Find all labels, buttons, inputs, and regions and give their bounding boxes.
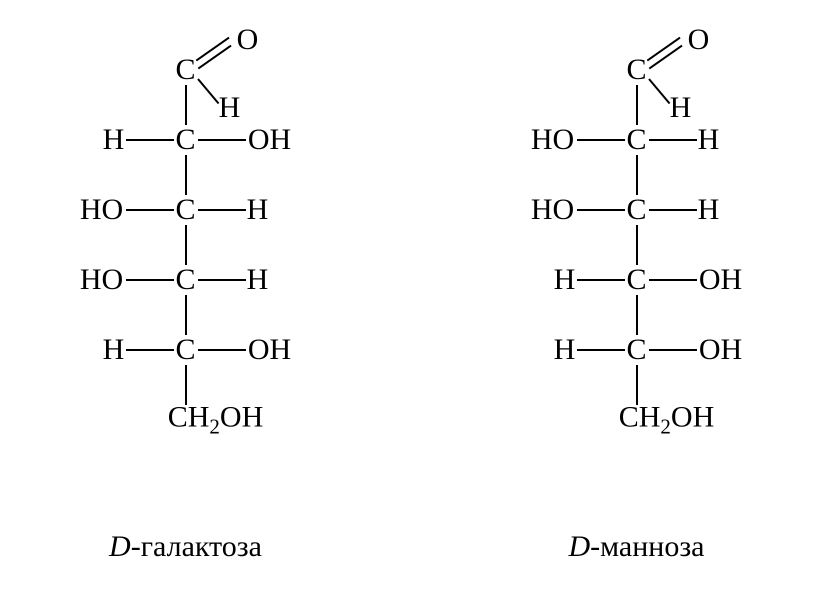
c5-left-bond — [577, 349, 625, 351]
c2-left: HO — [531, 123, 574, 157]
c2-left-bond — [126, 139, 174, 141]
molecule-mannose: C O H HO C H HO C H H C OH — [477, 20, 797, 564]
c2-atom: C — [626, 123, 646, 157]
c6-atom: CH2OH — [168, 401, 264, 440]
c3-left-bond — [126, 209, 174, 211]
molecule-container: C O H H C OH HO C H HO C H — [0, 0, 822, 564]
c4-left-bond — [577, 279, 625, 281]
c3-left: HO — [80, 193, 123, 227]
o-atom: O — [688, 23, 710, 57]
c1-atom: C — [175, 53, 195, 87]
c3-right: H — [247, 193, 269, 227]
caption-mannose: D-манноза — [568, 530, 704, 564]
c4-atom: C — [175, 263, 195, 297]
c5-left: H — [103, 333, 125, 367]
c2-c3-bond — [185, 155, 187, 195]
structure-mannose: C O H HO C H HO C H H C OH — [477, 20, 797, 520]
c4-left: H — [554, 263, 576, 297]
c3-right-bond — [649, 209, 697, 211]
c3-atom: C — [175, 193, 195, 227]
c3-left-bond — [577, 209, 625, 211]
c4-right: H — [247, 263, 269, 297]
molecule-galactose: C O H H C OH HO C H HO C H — [26, 20, 346, 564]
c5-atom: C — [626, 333, 646, 367]
c2-right: H — [698, 123, 720, 157]
c4-right-bond — [649, 279, 697, 281]
c5-atom: C — [175, 333, 195, 367]
c4-c5-bond — [185, 295, 187, 335]
c5-c6-bond — [185, 365, 187, 405]
c4-c5-bond — [636, 295, 638, 335]
c4-right-bond — [198, 279, 246, 281]
c5-left-bond — [126, 349, 174, 351]
c1-c2-bond — [636, 85, 638, 125]
h1-atom: H — [670, 91, 692, 125]
c3-right-bond — [198, 209, 246, 211]
structure-galactose: C O H H C OH HO C H HO C H — [26, 20, 346, 520]
c2-left-bond — [577, 139, 625, 141]
c2-left: H — [103, 123, 125, 157]
h1-atom: H — [219, 91, 241, 125]
c2-atom: C — [175, 123, 195, 157]
c5-right: OH — [699, 333, 742, 367]
c3-atom: C — [626, 193, 646, 227]
c4-right: OH — [699, 263, 742, 297]
c5-right: OH — [248, 333, 291, 367]
c6-atom: CH2OH — [619, 401, 715, 440]
c2-right: OH — [248, 123, 291, 157]
o-atom: O — [237, 23, 259, 57]
c3-left: HO — [531, 193, 574, 227]
c1-h-bond — [648, 78, 670, 104]
c4-left-bond — [126, 279, 174, 281]
c5-left: H — [554, 333, 576, 367]
c4-left: HO — [80, 263, 123, 297]
c5-right-bond — [649, 349, 697, 351]
c1-c2-bond — [185, 85, 187, 125]
c3-right: H — [698, 193, 720, 227]
caption-galactose: D-галактоза — [109, 530, 262, 564]
c5-right-bond — [198, 349, 246, 351]
c2-right-bond — [198, 139, 246, 141]
c1-atom: C — [626, 53, 646, 87]
c5-c6-bond — [636, 365, 638, 405]
c4-atom: C — [626, 263, 646, 297]
c2-right-bond — [649, 139, 697, 141]
c1-h-bond — [197, 78, 219, 104]
c3-c4-bond — [636, 225, 638, 265]
c2-c3-bond — [636, 155, 638, 195]
c3-c4-bond — [185, 225, 187, 265]
